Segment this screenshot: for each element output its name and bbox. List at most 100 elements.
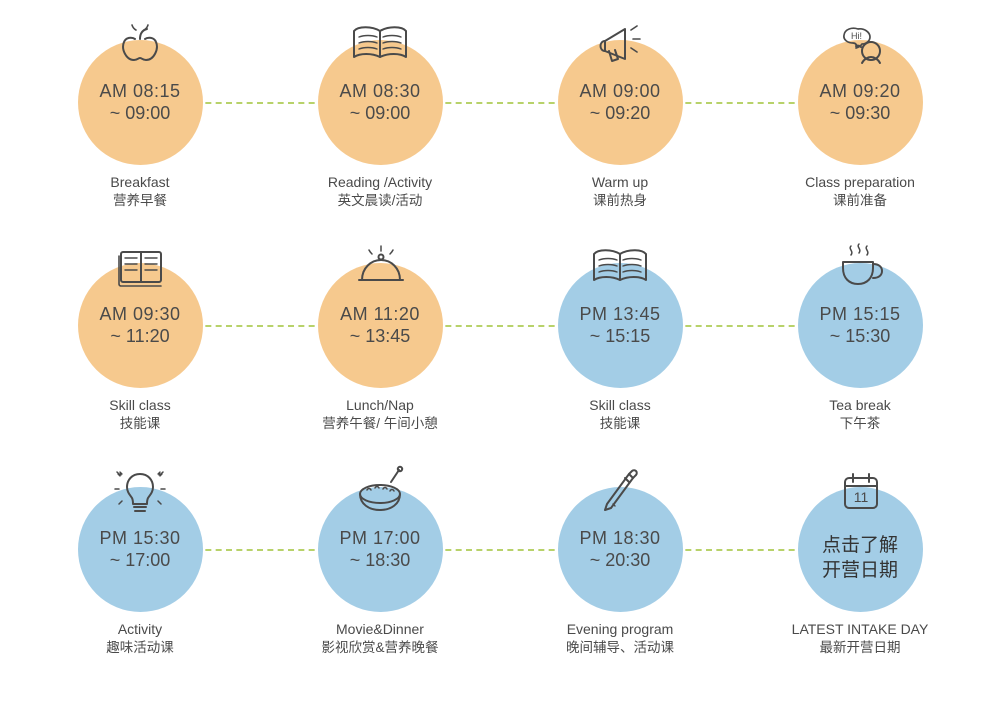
label-zh: 最新开营日期 (792, 639, 929, 657)
label-en: Movie&Dinner (321, 620, 438, 639)
connector-line (435, 549, 565, 551)
link-line2: 开营日期 (822, 558, 898, 584)
time-end: ~ 09:00 (110, 103, 171, 124)
cell-labels: Movie&Dinner 影视欣赏&营养晚餐 (321, 620, 438, 657)
apple-icon (100, 12, 180, 67)
time-circle: PM 15:30~ 17:00 (78, 487, 203, 612)
schedule-cell[interactable]: 11 点击了解 开营日期 LATEST INTAKE DAY 最新开营日期 (740, 457, 980, 680)
svg-text:11: 11 (854, 489, 869, 505)
label-zh: 课前准备 (805, 192, 915, 210)
time-circle: PM 13:45~ 15:15 (558, 263, 683, 388)
cell-labels: Skill class 技能课 (589, 396, 650, 433)
svg-text:Hi!: Hi! (851, 31, 862, 41)
schedule-cell: PM 13:45~ 15:15 Skill class 技能课 (500, 233, 740, 456)
connector-line (195, 102, 325, 104)
label-zh: 趣味活动课 (106, 639, 174, 657)
label-zh: 下午茶 (829, 415, 890, 433)
time-start: PM 15:30 (99, 528, 180, 549)
label-zh: 技能课 (109, 415, 170, 433)
textbook-icon (100, 235, 180, 290)
time-circle[interactable]: 11 点击了解 开营日期 (798, 487, 923, 612)
schedule-cell: AM 09:00~ 09:20 Warm up 课前热身 (500, 10, 740, 233)
time-end: ~ 09:20 (590, 103, 651, 124)
time-start: PM 13:45 (579, 304, 660, 325)
time-circle: AM 11:20~ 13:45 (318, 263, 443, 388)
time-circle: AM 09:30~ 11:20 (78, 263, 203, 388)
schedule-cell: AM 09:30~ 11:20 Skill class 技能课 (20, 233, 260, 456)
time-end: ~ 18:30 (350, 550, 411, 571)
cell-labels: Evening program 晚间辅导、活动课 (566, 620, 674, 657)
label-en: Activity (106, 620, 174, 639)
cell-labels: Lunch/Nap 营养午餐/ 午间小憩 (322, 396, 438, 433)
time-end: ~ 15:15 (590, 326, 651, 347)
schedule-cell: PM 15:30~ 17:00 Activity 趣味活动课 (20, 457, 260, 680)
schedule-cell: PM 17:00~ 18:30 Movie&Dinner 影视欣赏&营养晚餐 (260, 457, 500, 680)
schedule-cell: Hi! AM 09:20~ 09:30 Class preparation 课前准… (740, 10, 980, 233)
time-start: AM 09:20 (819, 81, 900, 102)
schedule-cell: AM 08:30~ 09:00 Reading /Activity 英文晨读/活动 (260, 10, 500, 233)
time-circle: AM 08:15~ 09:00 (78, 40, 203, 165)
pencil-icon (580, 459, 660, 514)
time-circle: PM 17:00~ 18:30 (318, 487, 443, 612)
teacup-icon (820, 235, 900, 290)
cell-labels: Tea break 下午茶 (829, 396, 890, 433)
label-zh: 课前热身 (592, 192, 648, 210)
label-zh: 影视欣赏&营养晚餐 (321, 639, 438, 657)
cell-labels: LATEST INTAKE DAY 最新开营日期 (792, 620, 929, 657)
time-end: ~ 13:45 (350, 326, 411, 347)
cell-labels: Class preparation 课前准备 (805, 173, 915, 210)
popcorn-icon (340, 459, 420, 514)
time-start: PM 15:15 (819, 304, 900, 325)
connector-line (675, 549, 805, 551)
time-start: AM 09:00 (579, 81, 660, 102)
label-en: Warm up (592, 173, 648, 192)
time-start: AM 08:30 (339, 81, 420, 102)
label-zh: 英文晨读/活动 (328, 192, 432, 210)
time-end: ~ 09:30 (830, 103, 891, 124)
label-zh: 技能课 (589, 415, 650, 433)
time-circle: AM 09:00~ 09:20 (558, 40, 683, 165)
cell-labels: Breakfast 营养早餐 (110, 173, 169, 210)
time-end: ~ 17:00 (110, 550, 171, 571)
label-en: Skill class (109, 396, 170, 415)
connector-line (435, 325, 565, 327)
cell-labels: Warm up 课前热身 (592, 173, 648, 210)
connector-line (195, 325, 325, 327)
time-circle: PM 15:15~ 15:30 (798, 263, 923, 388)
label-en: Evening program (566, 620, 674, 639)
label-en: Lunch/Nap (322, 396, 438, 415)
time-circle: Hi! AM 09:20~ 09:30 (798, 40, 923, 165)
schedule-cell: AM 08:15~ 09:00 Breakfast 营养早餐 (20, 10, 260, 233)
time-end: ~ 15:30 (830, 326, 891, 347)
time-start: AM 08:15 (99, 81, 180, 102)
connector-line (675, 325, 805, 327)
label-en: LATEST INTAKE DAY (792, 620, 929, 639)
time-start: AM 11:20 (340, 304, 420, 325)
time-end: ~ 11:20 (110, 326, 169, 347)
time-circle: AM 08:30~ 09:00 (318, 40, 443, 165)
connector-line (435, 102, 565, 104)
lightbulb-icon (100, 459, 180, 514)
cloche-icon (340, 235, 420, 290)
open-book-icon (580, 235, 660, 290)
schedule-cell: PM 18:30~ 20:30Evening program 晚间辅导、活动课 (500, 457, 740, 680)
schedule-cell: PM 15:15~ 15:30 Tea break 下午茶 (740, 233, 980, 456)
calendar-icon: 11 (820, 459, 900, 514)
label-en: Breakfast (110, 173, 169, 192)
time-start: AM 09:30 (99, 304, 180, 325)
connector-line (195, 549, 325, 551)
label-en: Tea break (829, 396, 890, 415)
time-start: PM 17:00 (339, 528, 420, 549)
label-zh: 晚间辅导、活动课 (566, 639, 674, 657)
intake-link-text[interactable]: 点击了解 开营日期 (822, 515, 898, 584)
label-en: Class preparation (805, 173, 915, 192)
link-line1: 点击了解 (822, 533, 898, 559)
cell-labels: Activity 趣味活动课 (106, 620, 174, 657)
cell-labels: Reading /Activity 英文晨读/活动 (328, 173, 432, 210)
label-en: Reading /Activity (328, 173, 432, 192)
megaphone-icon (580, 12, 660, 67)
connector-line (675, 102, 805, 104)
time-start: PM 18:30 (579, 528, 660, 549)
cell-labels: Skill class 技能课 (109, 396, 170, 433)
open-book-icon (340, 12, 420, 67)
